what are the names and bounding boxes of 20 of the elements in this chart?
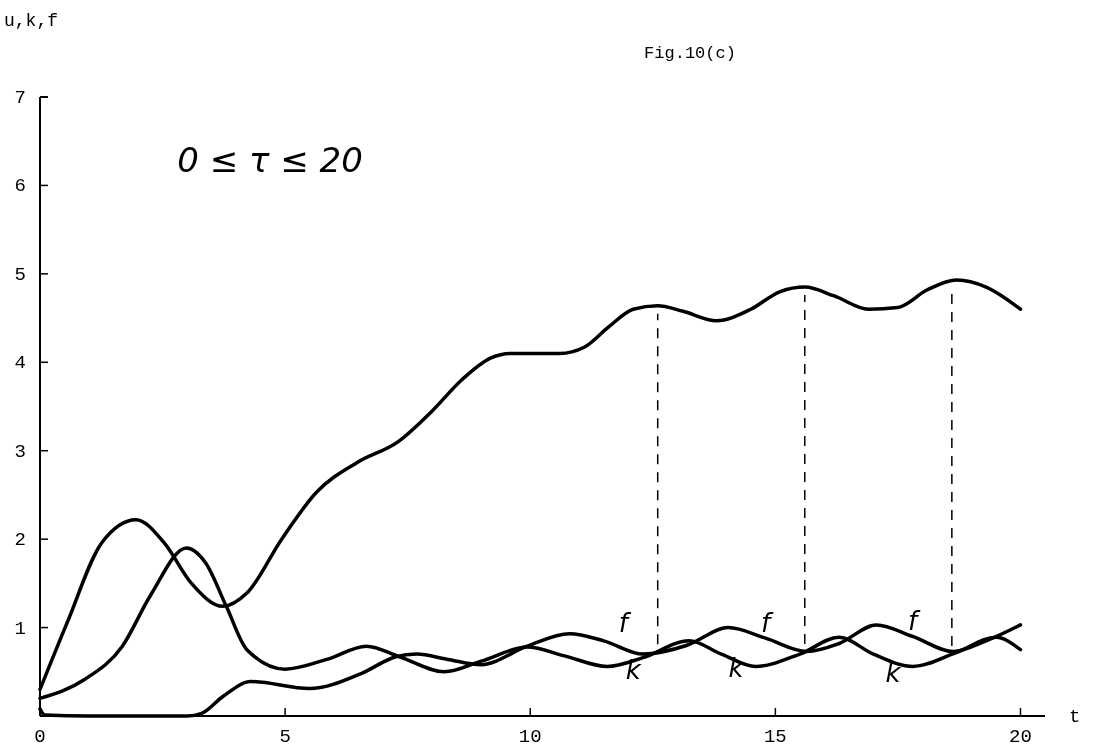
x-tick-label: 10 — [518, 726, 542, 748]
y-tick-label: 7 — [14, 87, 26, 109]
chart-title: Fig.10(c) — [644, 44, 736, 63]
x-tick-label: 0 — [34, 726, 46, 748]
y-tick-label: 2 — [14, 529, 26, 552]
x-tick-label: 15 — [763, 726, 787, 748]
y-axis-title: u,k,f — [4, 11, 59, 31]
annotation: f — [618, 607, 632, 638]
y-tick-label: 1 — [14, 617, 26, 640]
y-tick-label: 5 — [14, 263, 26, 286]
annotation: f — [760, 607, 774, 638]
y-tick-label: 3 — [14, 440, 26, 463]
x-tick-label: 20 — [1009, 726, 1032, 748]
y-tick-label: 4 — [14, 352, 26, 375]
annotation: k — [885, 658, 902, 689]
x-tick-label: 5 — [279, 726, 291, 748]
annotation: 0 ≤ τ ≤ 20 — [177, 140, 363, 181]
x-axis-title: t — [1069, 706, 1081, 728]
y-tick-label: 6 — [14, 175, 26, 198]
annotation: f — [908, 606, 922, 637]
